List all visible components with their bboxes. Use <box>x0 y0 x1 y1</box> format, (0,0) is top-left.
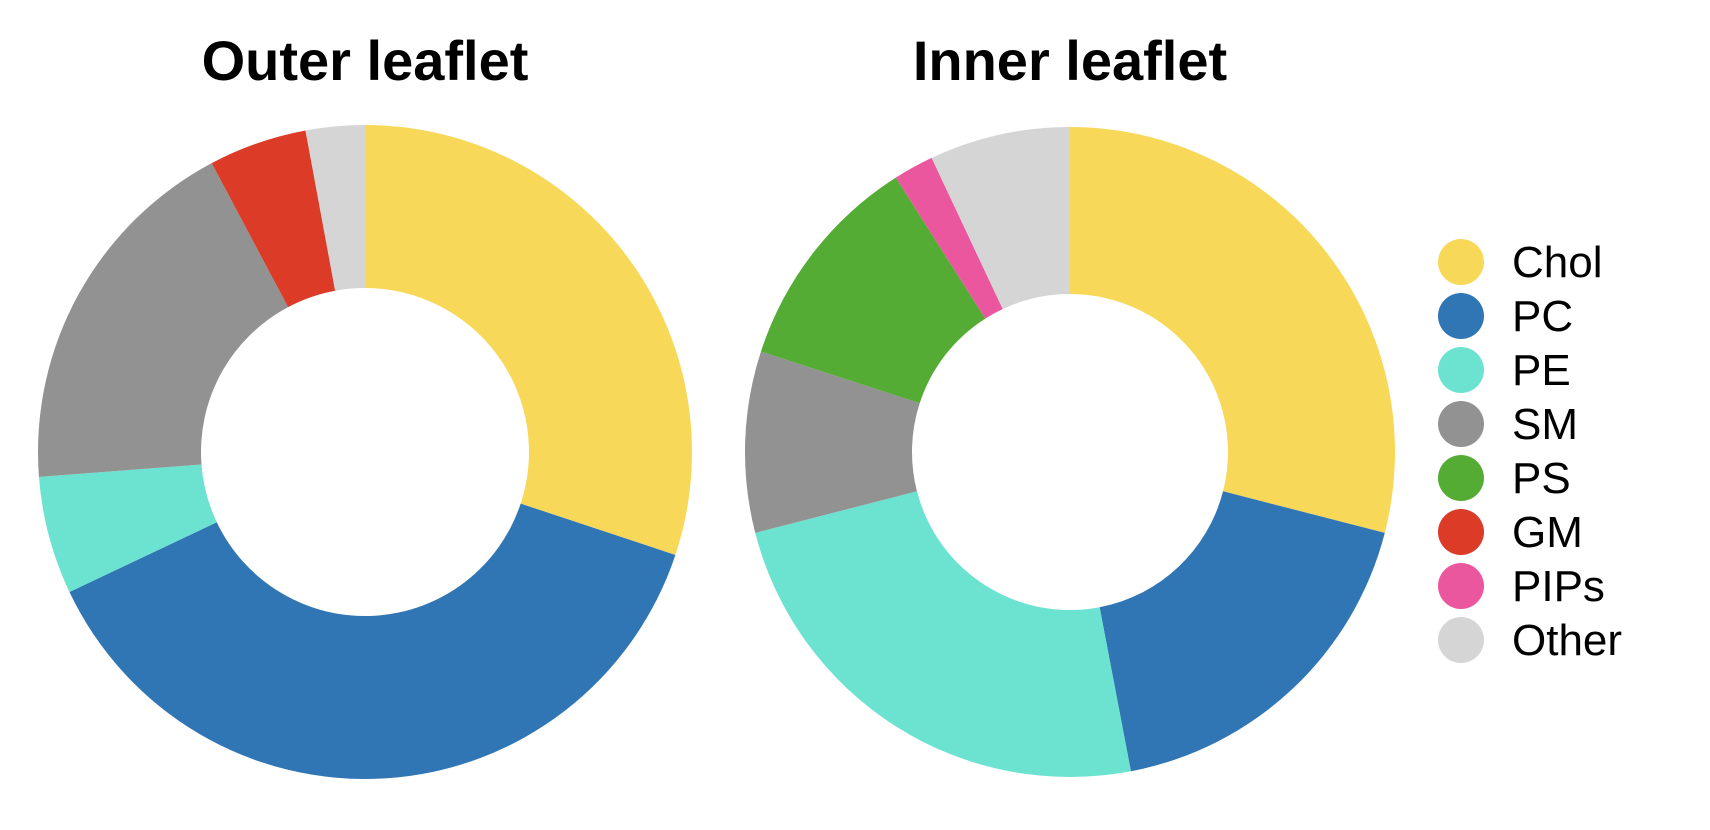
legend-swatch-other <box>1438 617 1484 663</box>
legend-label-sm: SM <box>1512 400 1578 449</box>
legend-label-pe: PE <box>1512 346 1571 395</box>
legend-swatch-pips <box>1438 563 1484 609</box>
legend-item-sm: SM <box>1438 400 1578 449</box>
legend-item-chol: Chol <box>1438 238 1603 287</box>
outer-leaflet-donut: Outer leaflet <box>38 29 693 779</box>
legend: Chol PC PE SM PS GM PIPs Other <box>1438 238 1622 665</box>
outer-leaflet-title: Outer leaflet <box>202 29 529 92</box>
outer-leaflet-slices <box>38 125 693 779</box>
inner-slice-pe <box>755 491 1131 777</box>
legend-swatch-gm <box>1438 509 1484 555</box>
legend-swatch-sm <box>1438 401 1484 447</box>
inner-slice-ps <box>760 177 986 404</box>
outer-slice-pc <box>69 503 676 779</box>
legend-item-gm: GM <box>1438 508 1583 557</box>
legend-label-pips: PIPs <box>1512 562 1605 611</box>
inner-leaflet-title: Inner leaflet <box>913 29 1227 92</box>
legend-label-other: Other <box>1512 616 1622 665</box>
legend-label-pc: PC <box>1512 292 1573 341</box>
inner-leaflet-slices <box>745 127 1395 777</box>
inner-leaflet-donut: Inner leaflet <box>745 29 1395 777</box>
legend-swatch-pc <box>1438 293 1484 339</box>
legend-label-chol: Chol <box>1512 238 1603 287</box>
outer-slice-other <box>305 125 365 291</box>
outer-slice-pe <box>38 464 217 592</box>
legend-swatch-chol <box>1438 239 1484 285</box>
legend-swatch-pe <box>1438 347 1484 393</box>
legend-item-pc: PC <box>1438 292 1573 341</box>
legend-item-ps: PS <box>1438 454 1571 503</box>
legend-item-pe: PE <box>1438 346 1571 395</box>
outer-slice-sm <box>38 163 289 477</box>
legend-label-ps: PS <box>1512 454 1571 503</box>
inner-slice-pc <box>1099 491 1385 772</box>
outer-slice-gm <box>211 130 336 308</box>
legend-item-pips: PIPs <box>1438 562 1605 611</box>
inner-slice-pips <box>895 157 1003 319</box>
inner-slice-other <box>931 127 1070 310</box>
outer-slice-chol <box>365 125 693 555</box>
inner-slice-chol <box>1070 127 1395 533</box>
legend-swatch-ps <box>1438 455 1484 501</box>
inner-slice-sm <box>745 351 920 533</box>
legend-label-gm: GM <box>1512 508 1583 557</box>
legend-item-other: Other <box>1438 616 1622 665</box>
